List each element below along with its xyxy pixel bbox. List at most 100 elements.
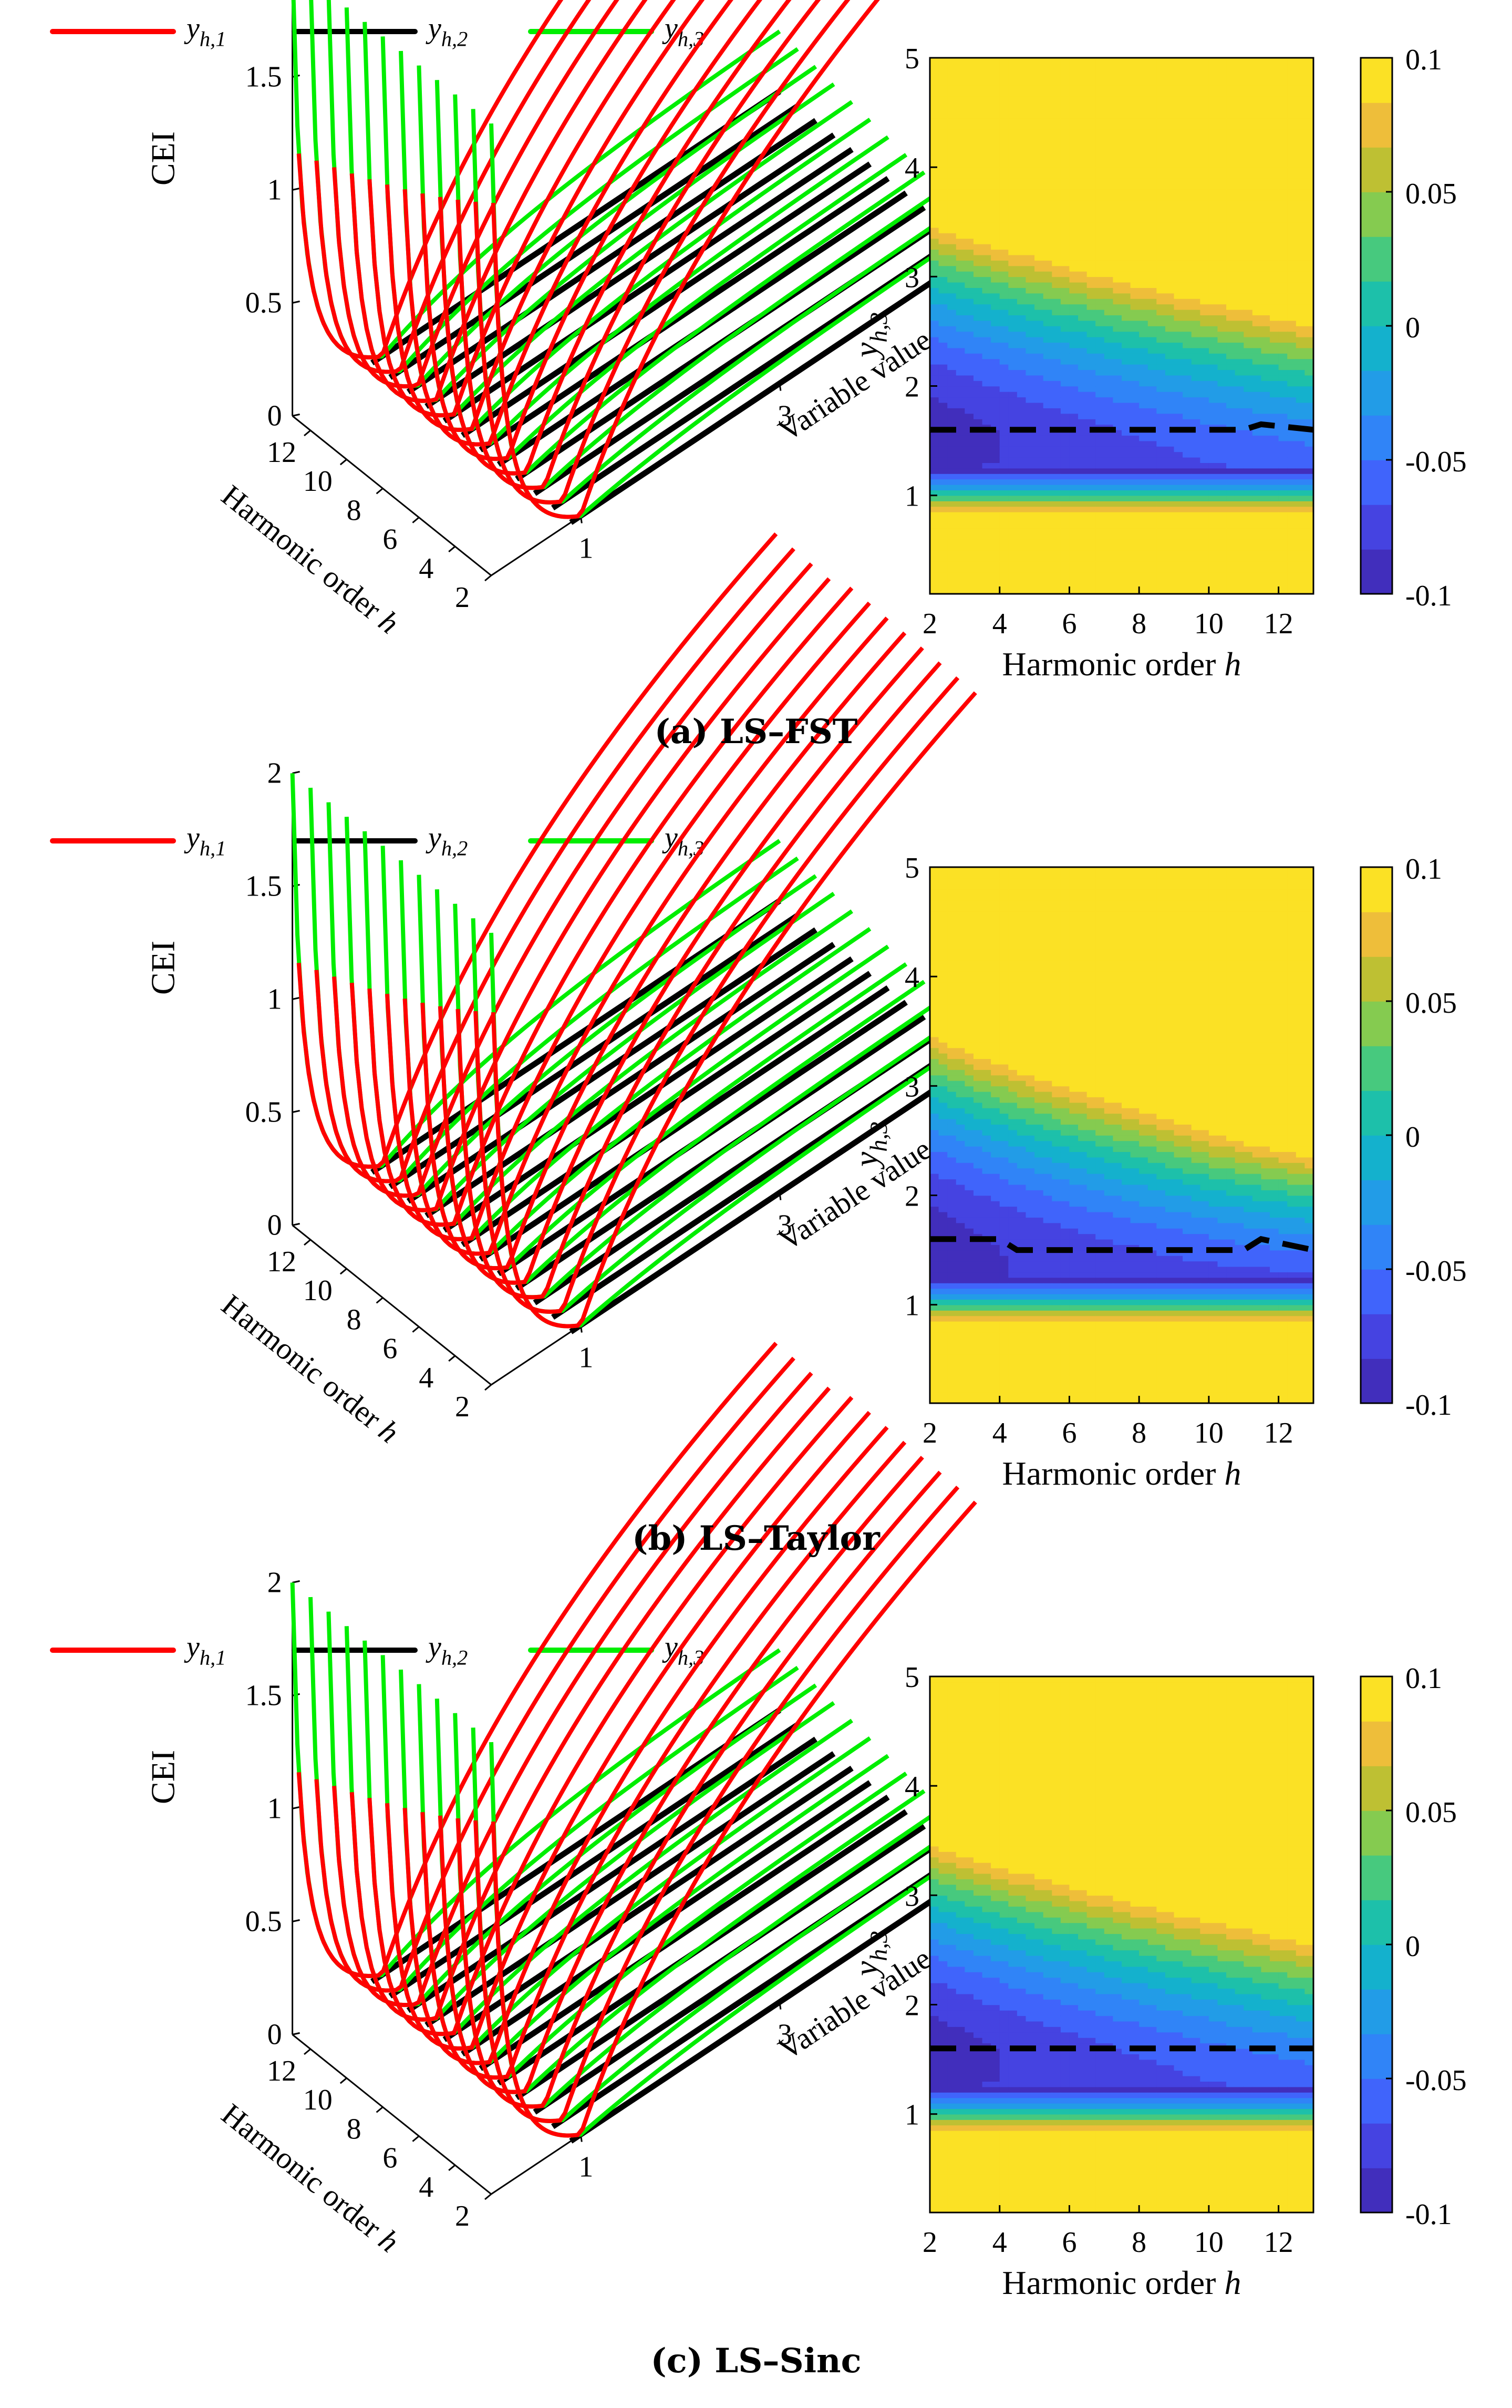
heatmap-cell xyxy=(1235,555,1245,562)
heatmap-cell xyxy=(973,451,983,458)
heatmap-cell xyxy=(1156,161,1166,168)
heatmap-cell xyxy=(1104,271,1114,277)
heatmap-cell xyxy=(999,178,1009,184)
heatmap-cell xyxy=(1165,265,1175,272)
heatmap-cell xyxy=(1226,282,1236,288)
heatmap-cell xyxy=(1139,140,1148,146)
heatmap-cell xyxy=(965,1211,974,1218)
heatmap-cell xyxy=(1287,517,1297,523)
heatmap-cell xyxy=(999,211,1009,217)
heatmap-cell xyxy=(1252,129,1262,135)
heatmap-cell xyxy=(930,1348,939,1355)
heatmap-cell xyxy=(1244,446,1253,452)
heatmap-cell xyxy=(956,347,966,354)
heatmap-cell xyxy=(956,506,966,512)
heatmap-cell xyxy=(1147,161,1157,168)
heatmap-cell xyxy=(956,1277,966,1283)
heatmap-cell xyxy=(1095,326,1105,332)
heatmap-cell xyxy=(965,90,974,97)
heatmap-cell xyxy=(1130,561,1140,567)
heatmap-cell xyxy=(1122,271,1131,277)
heatmap-cell xyxy=(1034,369,1044,376)
heatmap-cell xyxy=(1026,517,1035,523)
heatmap-cell xyxy=(1252,380,1262,387)
heatmap-cell xyxy=(1139,315,1148,321)
heatmap-cell xyxy=(1226,408,1236,414)
heatmap-cell xyxy=(947,293,957,299)
heatmap-cell xyxy=(991,555,1000,562)
heatmap-cell xyxy=(956,222,966,228)
heatmap-cell xyxy=(1165,315,1175,321)
heatmap-cell xyxy=(1130,150,1140,157)
heatmap-cell xyxy=(1086,347,1096,354)
heatmap-cell xyxy=(1078,282,1088,288)
heatmap-cell xyxy=(1139,522,1148,529)
heatmap-cell xyxy=(1008,85,1018,91)
heatmap-cell xyxy=(956,380,966,387)
heatmap-cell xyxy=(1008,238,1018,244)
heatmap-cell xyxy=(1217,178,1227,184)
heatmap-cell xyxy=(1139,550,1148,556)
heatmap-cell xyxy=(1139,222,1148,228)
heatmap-cell xyxy=(1130,418,1140,425)
heatmap-cell xyxy=(930,1288,939,1294)
heatmap-cell xyxy=(1104,189,1114,195)
heatmap-cell xyxy=(1200,413,1209,419)
heatmap-cell xyxy=(1034,506,1044,512)
heatmap-cell xyxy=(982,145,991,151)
heatmap-cell xyxy=(1278,408,1288,414)
heatmap-cell xyxy=(1278,380,1288,387)
heatmap-cell xyxy=(1122,107,1131,113)
harmonic-tick-label: 6 xyxy=(382,523,397,556)
heatmap-cell xyxy=(1270,90,1279,97)
heatmap-cell xyxy=(1296,402,1306,408)
heatmap-cell xyxy=(1130,58,1140,64)
heatmap-cell xyxy=(1200,183,1209,190)
heatmap-cell xyxy=(1278,320,1288,326)
heatmap-cell xyxy=(1130,287,1140,294)
heatmap-cell xyxy=(1287,572,1297,578)
heatmap-cell xyxy=(1287,369,1297,376)
heatmap-cell xyxy=(982,402,991,408)
heatmap-cell xyxy=(930,1332,939,1338)
heatmap-cell xyxy=(1034,544,1044,551)
cei-axis-label: CEI xyxy=(144,131,182,186)
heatmap-cell xyxy=(1078,397,1088,403)
heatmap-cell xyxy=(1130,200,1140,206)
heatmap-cell xyxy=(1043,293,1053,299)
heatmap-cell xyxy=(1165,468,1175,474)
heatmap-cell xyxy=(1104,123,1114,130)
heatmap-cell xyxy=(999,484,1009,491)
heatmap-cell xyxy=(999,134,1009,140)
heatmap-cell xyxy=(982,517,991,523)
heatmap-cell xyxy=(1052,58,1061,64)
heatmap-cell xyxy=(1270,58,1279,64)
heatmap-cell xyxy=(1174,583,1183,589)
heatmap-cell xyxy=(1147,566,1157,573)
heatmap-cell xyxy=(991,271,1000,277)
heatmap-cell xyxy=(1252,271,1262,277)
heatmap-cell xyxy=(1130,211,1140,217)
heatmap-cell xyxy=(1296,429,1306,436)
heatmap-cell xyxy=(1217,222,1227,228)
heatmap-cell xyxy=(1017,118,1027,124)
heatmap-cell xyxy=(1165,347,1175,354)
heatmap-cell xyxy=(1165,336,1175,343)
heatmap-cell xyxy=(1191,386,1201,392)
heatmap-cell xyxy=(1296,435,1306,441)
heatmap-cell xyxy=(1183,140,1192,146)
heatmap-cell xyxy=(956,85,966,91)
heatmap-cell xyxy=(1078,161,1088,168)
heatmap-cell xyxy=(973,140,983,146)
heatmap-cell xyxy=(991,528,1000,534)
heatmap-cell xyxy=(1287,96,1297,102)
heatmap-cell xyxy=(1270,588,1279,594)
heatmap-cell xyxy=(1244,418,1253,425)
heatmap-cell xyxy=(1052,238,1061,244)
heatmap-cell xyxy=(1026,577,1035,583)
heatmap-cell xyxy=(1060,293,1070,299)
heatmap-cell xyxy=(1174,391,1183,398)
heatmap-cell xyxy=(1304,495,1314,501)
heatmap-cell xyxy=(982,435,991,441)
heatmap-cell xyxy=(1183,211,1192,217)
